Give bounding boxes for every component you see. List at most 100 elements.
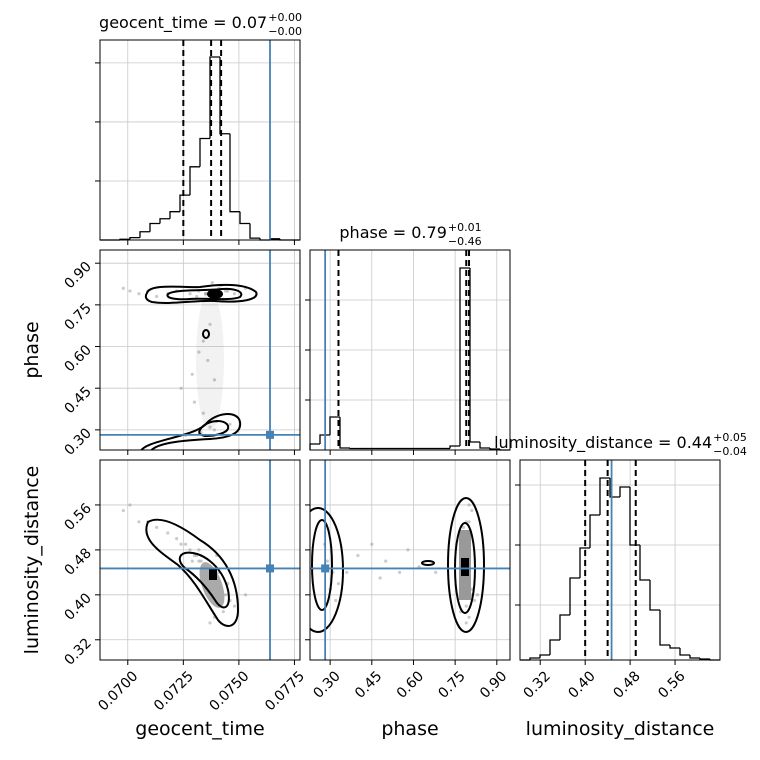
x-tick-label: 0.30 [310, 668, 343, 701]
sample-point [378, 576, 382, 580]
histogram-bin [569, 577, 580, 615]
title-minus: −0.04 [713, 445, 747, 458]
sample-point [336, 581, 341, 586]
sample-point [406, 548, 410, 552]
sample-point [232, 292, 237, 296]
sample-point [155, 294, 159, 299]
sample-point [197, 350, 201, 354]
y-tick-label: 0.56 [61, 500, 94, 533]
sample-point [190, 372, 194, 376]
histogram-bin [689, 655, 700, 659]
sample-point [470, 587, 474, 591]
histogram-bin [469, 268, 480, 443]
title-plus: +0.05 [713, 431, 747, 444]
sample-point [190, 559, 194, 563]
sample-point [228, 422, 232, 426]
y-tick-label: 0.30 [61, 425, 94, 458]
sample-point [464, 621, 468, 625]
sample-point [470, 508, 474, 513]
x-axis-label: luminosity_distance [526, 718, 715, 740]
y-tick-label: 0.45 [61, 384, 94, 417]
panel-title: geocent_time = 0.07 [99, 13, 267, 33]
histogram-bin [249, 223, 260, 239]
sample-point [334, 598, 338, 603]
sample-point [467, 503, 471, 507]
histogram-bin [339, 417, 350, 449]
histogram-bin [349, 447, 360, 450]
truth-marker [266, 564, 274, 573]
y-tick-label: 0.48 [61, 545, 94, 578]
histogram-bin [529, 657, 540, 660]
sample-point [221, 610, 225, 614]
histogram-bin [599, 477, 610, 515]
sample-point [475, 593, 479, 597]
histogram-bin [559, 614, 570, 640]
sample-point [195, 294, 199, 299]
sample-point [179, 386, 183, 390]
histogram-bin [209, 56, 220, 139]
x-tick-label: 0.56 [655, 668, 688, 701]
x-tick-label: 0.0750 [207, 668, 253, 714]
sample-point [212, 428, 217, 432]
panel-frame [519, 459, 721, 661]
sample-point [210, 281, 214, 285]
x-tick-label: 0.0725 [151, 668, 197, 714]
truth-marker [266, 430, 274, 439]
x-tick-label: 0.60 [394, 668, 427, 701]
sample-point [128, 503, 132, 507]
histogram-bin [549, 639, 560, 655]
sample-point [183, 542, 188, 546]
sample-point [370, 542, 374, 546]
y-axis-label: phase [21, 321, 43, 378]
y-tick-label: 0.90 [61, 259, 94, 292]
sample-point [199, 559, 203, 563]
sample-point [467, 520, 471, 524]
panel-title: phase = 0.79 [339, 223, 446, 242]
panel-frame [99, 459, 301, 661]
x-axis-label: phase [381, 718, 438, 740]
grid-layer [100, 40, 720, 660]
sample-point [166, 531, 170, 535]
sample-point [188, 292, 192, 296]
sample-point [137, 520, 141, 524]
sample-point [201, 339, 205, 343]
sample-point [223, 289, 228, 293]
title-minus: −0.00 [268, 25, 302, 38]
y-tick-label: 0.32 [61, 635, 94, 668]
histogram-bin [589, 514, 600, 548]
histogram-bin [649, 580, 660, 611]
histogram-bin [639, 545, 650, 581]
histogram-bin [149, 222, 160, 232]
sample-point [128, 289, 132, 293]
histogram-bin [159, 218, 170, 224]
histogram-bin [139, 231, 150, 238]
sample-point [461, 525, 466, 530]
sample-point [208, 322, 212, 326]
sample-point [121, 286, 125, 290]
histogram-bin [239, 211, 250, 225]
sample-point [226, 289, 230, 293]
sample-point [397, 570, 402, 574]
x-tick-label: 0.0700 [95, 668, 141, 714]
histogram-bin [309, 443, 320, 450]
sample-point [384, 559, 388, 563]
histogram-bin [609, 478, 620, 498]
x-tick-label: 0.32 [520, 668, 553, 701]
sample-point [175, 537, 179, 541]
histogram-bin [229, 133, 240, 213]
histogram-bin [459, 267, 470, 446]
overlay-layer: geocent_time = 0.07 +0.00−0.00 0.30 0.45 0.6… [21, 11, 747, 740]
histogram-bin [449, 445, 460, 449]
sample-point [201, 411, 205, 415]
histogram-bin [199, 137, 210, 167]
truth-marker [321, 564, 330, 573]
sample-point [345, 570, 349, 574]
histogram-bin [679, 648, 690, 656]
title-plus: +0.00 [268, 11, 302, 24]
histogram-bin [659, 610, 670, 646]
x-tick-label: 0.45 [352, 668, 385, 701]
histogram-bin [669, 645, 680, 649]
sample-point [434, 570, 438, 574]
histogram-bin [189, 166, 200, 196]
